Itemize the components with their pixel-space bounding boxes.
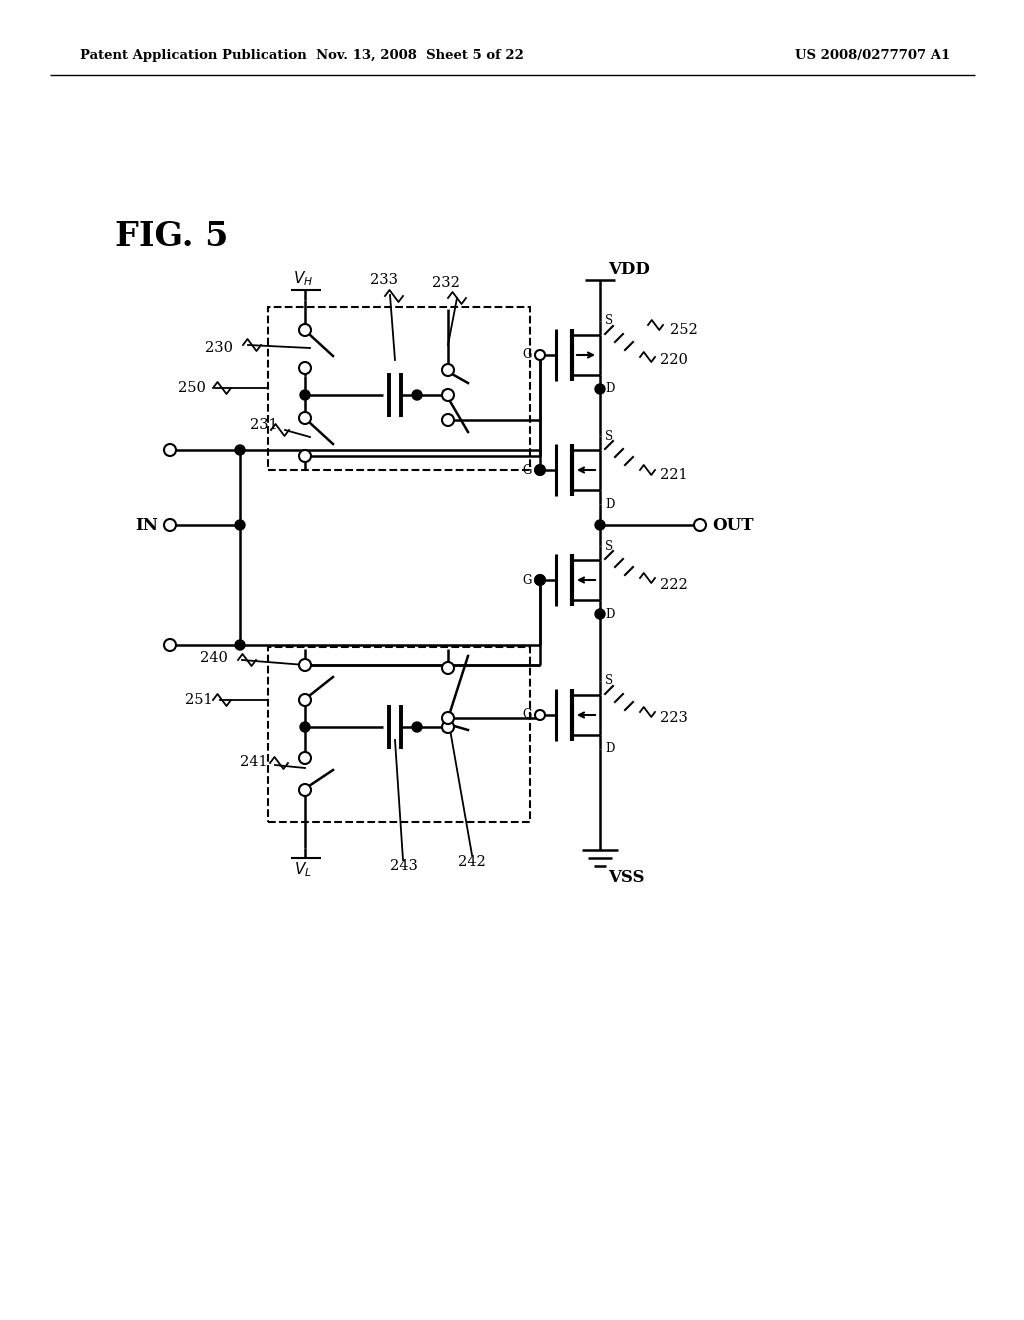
Circle shape [412, 389, 422, 400]
Text: S: S [605, 675, 613, 688]
Circle shape [300, 389, 310, 400]
Text: S: S [605, 429, 613, 442]
Circle shape [442, 389, 454, 401]
Circle shape [299, 323, 311, 337]
Circle shape [299, 362, 311, 374]
Circle shape [299, 752, 311, 764]
Circle shape [442, 721, 454, 733]
Circle shape [412, 722, 422, 733]
Circle shape [299, 412, 311, 424]
Text: IN: IN [135, 516, 158, 533]
Text: 220: 220 [660, 352, 688, 367]
Text: US 2008/0277707 A1: US 2008/0277707 A1 [795, 49, 950, 62]
Text: 230: 230 [205, 341, 233, 355]
Circle shape [442, 364, 454, 376]
Text: $V_L$: $V_L$ [294, 861, 312, 879]
Text: 250: 250 [178, 381, 206, 395]
Circle shape [535, 576, 545, 585]
Circle shape [535, 576, 545, 585]
Circle shape [595, 520, 605, 531]
Circle shape [164, 639, 176, 651]
Text: 243: 243 [390, 859, 418, 873]
Text: 232: 232 [432, 276, 460, 290]
Circle shape [299, 450, 311, 462]
Circle shape [234, 445, 245, 455]
Circle shape [442, 711, 454, 723]
Text: D: D [605, 498, 614, 511]
Text: 241: 241 [240, 755, 267, 770]
Text: S: S [605, 540, 613, 553]
Text: FIG. 5: FIG. 5 [115, 220, 228, 253]
Circle shape [595, 609, 605, 619]
Circle shape [234, 640, 245, 649]
Circle shape [164, 519, 176, 531]
Text: 251: 251 [185, 693, 213, 708]
Text: D: D [605, 607, 614, 620]
Text: D: D [605, 742, 614, 755]
Text: VSS: VSS [608, 870, 644, 887]
Text: 222: 222 [660, 578, 688, 591]
Text: 221: 221 [660, 469, 688, 482]
Bar [268, 308, 530, 470]
Circle shape [535, 710, 545, 719]
Text: 240: 240 [200, 651, 228, 665]
Text: G: G [522, 573, 532, 586]
Circle shape [299, 784, 311, 796]
Circle shape [694, 519, 706, 531]
Circle shape [442, 663, 454, 675]
Text: G: G [522, 709, 532, 722]
Circle shape [535, 465, 545, 475]
Circle shape [535, 576, 545, 585]
Circle shape [234, 520, 245, 531]
Circle shape [299, 694, 311, 706]
Text: OUT: OUT [712, 516, 754, 533]
Text: G: G [522, 463, 532, 477]
Circle shape [595, 384, 605, 393]
Text: G: G [522, 348, 532, 362]
Text: VDD: VDD [608, 261, 650, 279]
Text: 252: 252 [670, 323, 697, 337]
Circle shape [535, 465, 545, 475]
Text: 233: 233 [370, 273, 398, 286]
Text: 231: 231 [250, 418, 278, 432]
Circle shape [299, 659, 311, 671]
Text: 223: 223 [660, 711, 688, 725]
Text: $V_H$: $V_H$ [293, 269, 313, 288]
Circle shape [535, 350, 545, 360]
Bar [268, 647, 530, 822]
Circle shape [442, 414, 454, 426]
Text: S: S [605, 314, 613, 327]
Text: 242: 242 [458, 855, 485, 869]
Circle shape [164, 444, 176, 455]
Circle shape [300, 722, 310, 733]
Text: Patent Application Publication: Patent Application Publication [80, 49, 307, 62]
Text: Nov. 13, 2008  Sheet 5 of 22: Nov. 13, 2008 Sheet 5 of 22 [316, 49, 524, 62]
Text: D: D [605, 383, 614, 396]
